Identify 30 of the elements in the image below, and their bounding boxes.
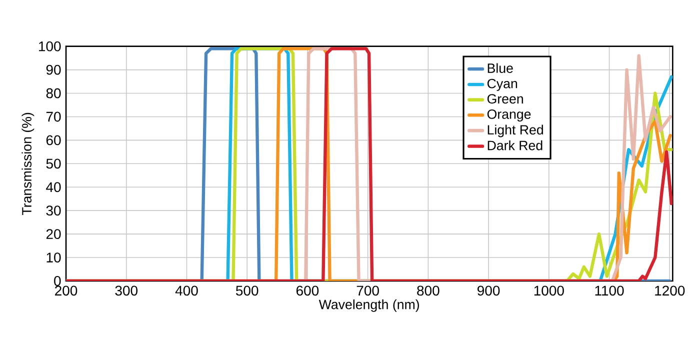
x-tick-label: 400 <box>175 286 198 296</box>
legend-label: Dark Red <box>488 140 542 150</box>
legend-label: Orange <box>487 109 531 122</box>
y-tick-label: 60 <box>46 135 61 146</box>
x-tick-label: 1100 <box>595 286 624 296</box>
y-tick-label: 0 <box>54 276 61 286</box>
x-tick-label: 900 <box>478 286 500 296</box>
x-tick-label: 500 <box>236 286 258 296</box>
x-tick-label: 1200 <box>655 286 685 296</box>
x-tick-label: 300 <box>115 286 138 296</box>
legend-label: Light Red <box>488 124 543 138</box>
y-tick-label: 90 <box>46 64 61 75</box>
x-tick-label: 600 <box>296 286 319 296</box>
y-tick-label: 80 <box>46 88 61 98</box>
y-tick-label: 100 <box>39 41 61 52</box>
y-tick-label: 30 <box>46 206 61 216</box>
x-axis-title: Wavelength (nm) <box>318 299 419 312</box>
y-axis-title: Transmission (%) <box>22 112 34 215</box>
y-tick-label: 40 <box>46 182 61 192</box>
y-tick-label: 20 <box>46 229 61 240</box>
legend-label: Cyan <box>487 78 518 91</box>
x-tick-label: 800 <box>417 286 440 296</box>
y-tick-label: 10 <box>46 252 61 262</box>
legend-label: Blue <box>488 63 513 73</box>
x-tick-label: 1000 <box>534 286 564 296</box>
x-tick-label: 200 <box>55 286 78 296</box>
x-tick-label: 700 <box>356 286 379 296</box>
legend-label: Green <box>487 94 523 104</box>
y-tick-label: 70 <box>46 112 61 122</box>
y-tick-label: 50 <box>46 158 61 169</box>
